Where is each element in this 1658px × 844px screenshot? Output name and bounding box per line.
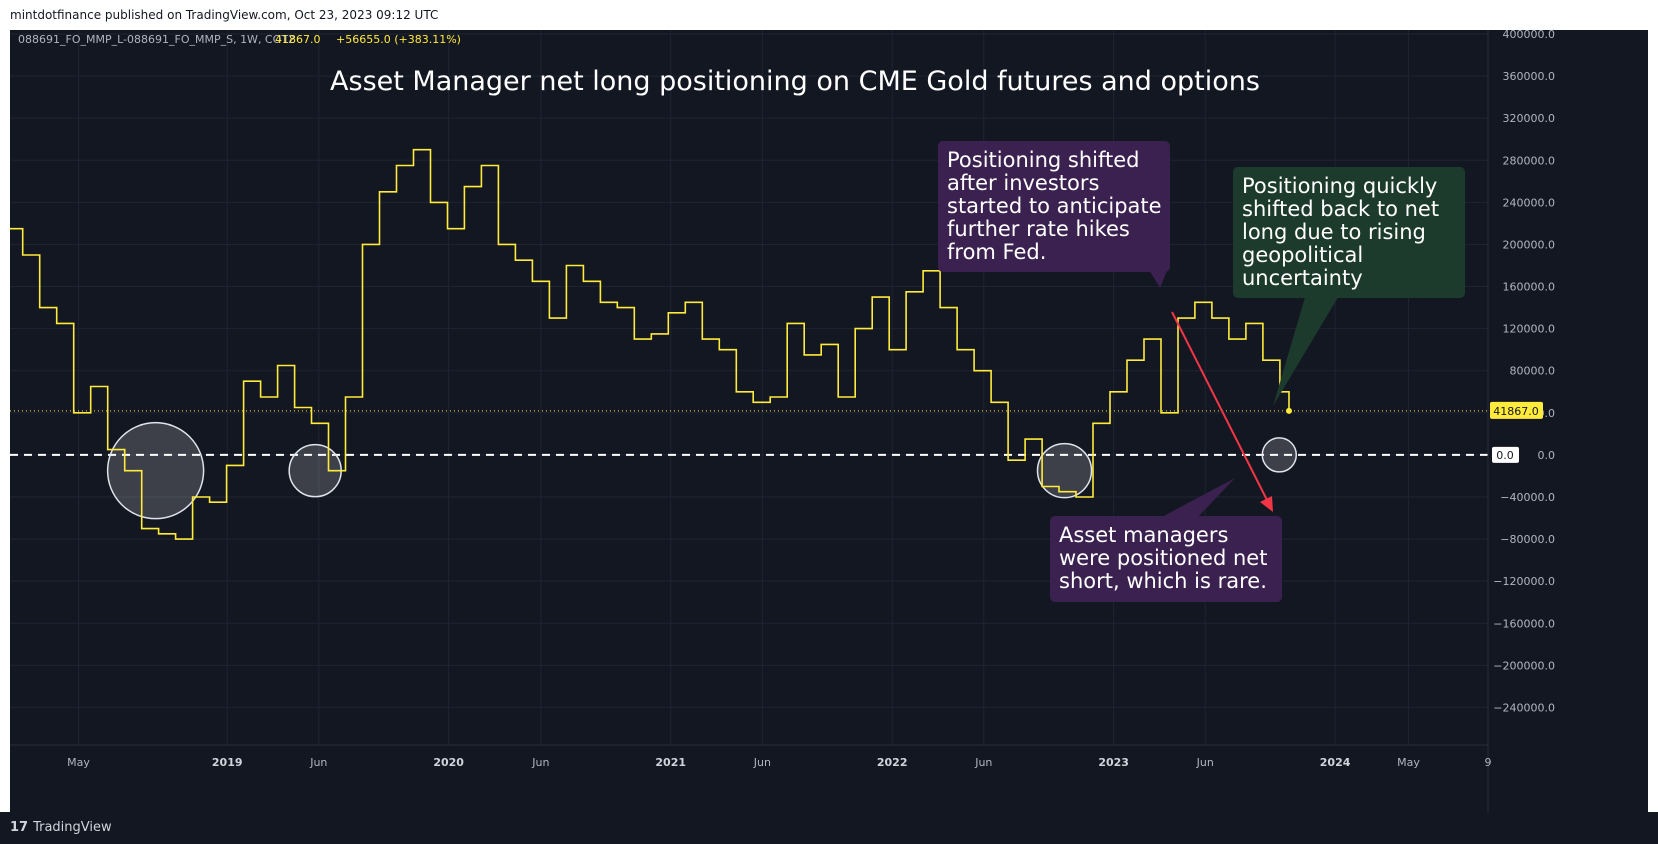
highlight-circle — [1261, 437, 1298, 473]
annotation-line: further rate hikes — [947, 217, 1130, 241]
x-tick-label: 2020 — [433, 756, 464, 769]
x-tick-label: Jun — [974, 756, 992, 769]
x-tick-label: 2023 — [1098, 756, 1129, 769]
last-price-badge — [1490, 401, 1543, 419]
chart-title: Asset Manager net long positioning on CM… — [330, 66, 1260, 97]
highlight-circle — [106, 421, 205, 520]
x-tick-label: Jun — [531, 756, 549, 769]
grid-lines — [10, 30, 1489, 745]
purple-callout-pointer-bottom — [1160, 478, 1235, 520]
x-tick-label: 2022 — [877, 756, 908, 769]
x-tick-label: Jun — [1196, 756, 1214, 769]
annotation-line: started to anticipate — [947, 194, 1162, 218]
footer-bar: 𝟭𝟳 TradingView — [0, 812, 1658, 844]
x-tick-label: 2021 — [655, 756, 686, 769]
annotation-background — [1050, 516, 1282, 602]
y-tick-label: −80000.0 — [1500, 533, 1555, 546]
y-tick-label: 400000.0 — [1503, 30, 1556, 41]
x-tick-label: May — [67, 756, 90, 769]
x-axis[interactable]: May 2019 Jun 2020 Jun 2021 Jun 2022 Jun 2023 Jun 20… — [10, 744, 1492, 769]
y-tick-label: −240000.0 — [1493, 701, 1555, 714]
highlight-circle — [1036, 442, 1093, 499]
x-tick-label: 2024 — [1320, 756, 1351, 769]
annotation-line: shifted back to net — [1242, 197, 1439, 221]
legend-change: +56655.0 (+383.11%) — [336, 33, 461, 46]
publish-header: mintdotfinance published on TradingView.… — [0, 0, 1658, 30]
annotation-line: long due to rising — [1242, 220, 1426, 244]
footer-brand: TradingView — [33, 820, 112, 835]
annotation-line: after investors — [947, 171, 1099, 195]
highlight-circles — [106, 421, 1298, 520]
series-last-point — [1285, 407, 1292, 414]
symbol-legend[interactable]: 088691_FO_MMP_L-088691_FO_MMP_S, 1W, COT… — [18, 33, 461, 46]
annotation-background — [938, 141, 1170, 272]
tradingview-mark-icon: 𝟭𝟳 — [10, 820, 29, 835]
annotation-line: Asset managers — [1059, 523, 1228, 547]
annotation-line: were positioned net — [1059, 546, 1267, 570]
annotation-line: from Fed. — [947, 240, 1046, 264]
y-tick-label: 120000.0 — [1503, 323, 1556, 336]
zero-price-badge — [1492, 446, 1519, 463]
y-tick-label: 360000.0 — [1503, 70, 1556, 83]
red-arrow-head — [1260, 496, 1273, 512]
legend-value: 41867.0 — [275, 33, 321, 46]
chart-area[interactable]: Positioning shifted after investors starte… — [5, 28, 1648, 812]
annotation-arrows — [1145, 263, 1340, 520]
tradingview-logo[interactable]: 𝟭𝟳 TradingView — [10, 820, 112, 835]
legend-symbol: 088691_FO_MMP_L-088691_FO_MMP_S, 1W, COT… — [18, 33, 295, 46]
annotation-line: uncertainty — [1242, 266, 1363, 290]
zero-price-label: 0.0 — [1496, 449, 1514, 462]
annotation-line: Positioning shifted — [947, 148, 1140, 172]
y-tick-label: 160000.0 — [1503, 281, 1556, 294]
annotation-background — [1233, 167, 1465, 298]
x-tick-label: May — [1397, 756, 1420, 769]
y-axis[interactable]: 400000.0 360000.0 320000.0 280000.0 240000.0… — [1487, 28, 1556, 812]
series-line — [5, 148, 1290, 540]
y-tick-label: 80000.0 — [1510, 365, 1556, 378]
y-tick-label: 240000.0 — [1503, 196, 1556, 209]
y-tick-label: 320000.0 — [1503, 112, 1556, 125]
green-callout-pointer — [1273, 294, 1340, 406]
x-tick-label: 9 — [1485, 756, 1492, 769]
y-tick-label: −200000.0 — [1493, 659, 1555, 672]
annotation-line: Positioning quickly — [1242, 174, 1437, 198]
y-tick-label: 200000.0 — [1503, 238, 1556, 251]
y-tick-label: 0.0 — [1538, 449, 1556, 462]
y-tick-label: −40000.0 — [1500, 491, 1555, 504]
series-group — [5, 148, 1292, 540]
y-tick-label: −120000.0 — [1493, 575, 1555, 588]
publish-line: mintdotfinance published on TradingView.… — [10, 8, 439, 22]
y-tick-label: 280000.0 — [1503, 154, 1556, 167]
x-tick-label: Jun — [753, 756, 771, 769]
last-price-label: 41867.0 — [1493, 405, 1539, 418]
annotation-line: geopolitical — [1242, 243, 1363, 267]
y-tick-label: −160000.0 — [1493, 617, 1555, 630]
annotation-line: short, which is rare. — [1059, 569, 1267, 593]
red-arrow-shaft — [1171, 311, 1268, 501]
x-tick-label: 2019 — [212, 756, 243, 769]
x-tick-label: Jun — [309, 756, 327, 769]
